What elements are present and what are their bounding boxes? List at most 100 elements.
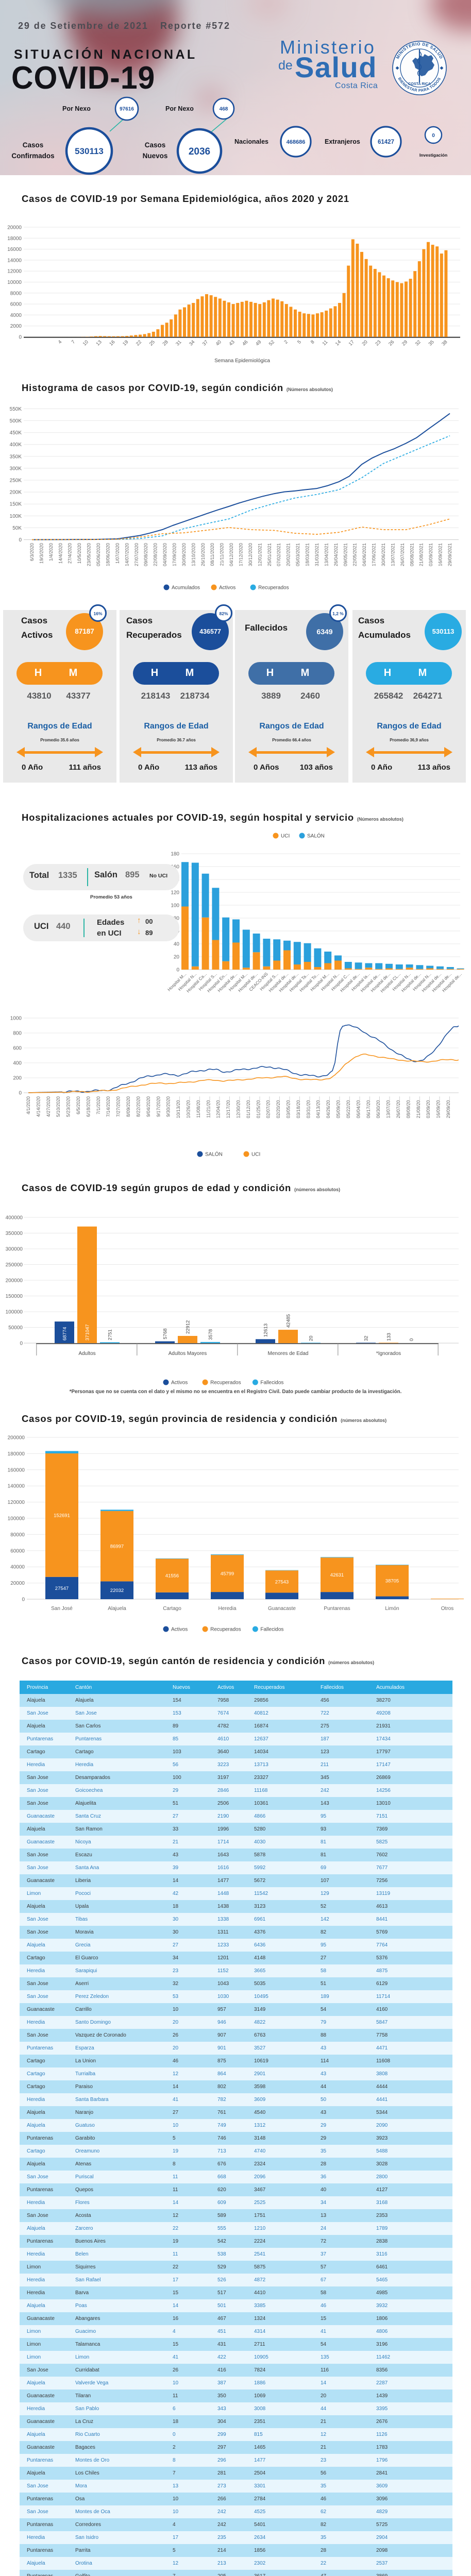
svg-text:22/08/2020: 22/08/2020 [153,543,158,566]
svg-text:05/03/2021: 05/03/2021 [295,543,300,566]
svg-text:13: 13 [95,339,103,347]
svg-text:20000: 20000 [10,1581,25,1586]
svg-text:San José: San José [51,1606,73,1612]
svg-text:0: 0 [20,1341,23,1347]
svg-text:2036: 2036 [189,146,210,157]
svg-text:10/26/20...: 10/26/20... [186,1096,191,1118]
svg-text:8: 8 [310,339,316,345]
svg-text:22: 22 [135,339,143,347]
svg-text:550K: 550K [10,406,22,412]
svg-text:468686: 468686 [287,139,306,145]
svg-text:17: 17 [348,339,356,347]
svg-text:8/22/2020: 8/22/2020 [136,1096,141,1117]
svg-text:600: 600 [13,1046,22,1052]
svg-text:22/05/2021: 22/05/2021 [352,543,358,566]
svg-text:27547: 27547 [55,1586,69,1591]
svg-text:200000: 200000 [8,1435,25,1441]
svg-text:2751: 2751 [108,1329,113,1340]
svg-text:150K: 150K [10,502,22,507]
svg-text:80000: 80000 [10,1532,25,1538]
svg-text:1/07/2020: 1/07/2020 [115,543,120,564]
svg-text:18/03/2021: 18/03/2021 [305,543,310,566]
svg-text:46: 46 [241,339,249,347]
svg-text:0: 0 [176,968,179,973]
svg-text:Fallecidos: Fallecidos [260,1380,283,1386]
svg-text:04/09/2020: 04/09/2020 [162,543,167,566]
svg-text:09/08/2020: 09/08/2020 [143,543,148,566]
svg-text:21/11/2020: 21/11/2020 [220,543,225,566]
svg-text:UCI: UCI [251,1152,260,1158]
svg-text:468: 468 [220,107,228,112]
svg-text:6000: 6000 [10,302,22,308]
svg-text:5768: 5768 [163,1328,169,1339]
svg-text:*Personas que no se cuenta con: *Personas que no se cuenta con el dato y… [70,1389,402,1395]
svg-text:30/09/2020: 30/09/2020 [181,543,187,566]
svg-text:0: 0 [22,1597,25,1603]
svg-text:8000: 8000 [10,291,22,296]
svg-text:40: 40 [174,942,180,947]
svg-text:04/13/20...: 04/13/20... [316,1096,321,1118]
svg-text:4/14/2020: 4/14/2020 [36,1096,41,1117]
svg-text:19/3/2020: 19/3/2020 [39,543,44,564]
svg-text:7/27/2020: 7/27/2020 [116,1096,121,1117]
svg-text:12/30/20...: 12/30/20... [236,1096,241,1118]
svg-text:19: 19 [122,339,129,347]
svg-text:26/04/2021: 26/04/2021 [333,543,339,566]
svg-text:160000: 160000 [8,1467,25,1473]
svg-text:0: 0 [19,335,22,341]
svg-text:Recuperados: Recuperados [210,1380,241,1386]
svg-text:8/09/2020: 8/09/2020 [126,1096,131,1117]
svg-text:26/07/20...: 26/07/20... [396,1096,401,1118]
svg-text:12000: 12000 [7,269,22,275]
svg-text:100000: 100000 [6,1310,23,1315]
svg-text:Heredia: Heredia [218,1606,236,1612]
svg-text:5: 5 [296,339,302,345]
svg-text:10000: 10000 [7,280,22,285]
svg-text:27543: 27543 [275,1579,289,1585]
svg-text:68774: 68774 [62,1327,68,1341]
svg-text:05/22/20...: 05/22/20... [346,1096,351,1118]
svg-text:9/04/2020: 9/04/2020 [146,1096,151,1117]
svg-text:40000: 40000 [10,1565,25,1570]
svg-text:08/11/2020: 08/11/2020 [210,543,215,566]
svg-text:04/06/2021: 04/06/2021 [362,543,367,566]
svg-text:Puntarenas: Puntarenas [324,1606,350,1612]
svg-text:30/06/2021: 30/06/2021 [381,543,386,566]
svg-text:350K: 350K [10,454,22,460]
svg-text:23: 23 [374,339,382,347]
svg-text:60000: 60000 [10,1548,25,1554]
svg-text:08/08/2021: 08/08/2021 [409,543,414,566]
svg-text:18000: 18000 [7,236,22,242]
svg-text:140000: 140000 [8,1484,25,1489]
svg-text:133: 133 [386,1333,392,1341]
svg-text:800: 800 [13,1031,22,1037]
svg-text:32: 32 [414,339,422,347]
svg-text:17/12/2020: 17/12/2020 [239,543,244,566]
svg-text:16/09/20...: 16/09/20... [436,1096,441,1118]
svg-text:41556: 41556 [165,1573,179,1579]
svg-text:Guanacaste: Guanacaste [268,1606,296,1612]
svg-text:27/07/2020: 27/07/2020 [134,543,139,566]
svg-text:05/09/20...: 05/09/20... [336,1096,341,1118]
svg-text:UCI: UCI [281,834,290,839]
svg-text:29/09/20...: 29/09/20... [446,1096,451,1118]
svg-text:Menores de Edad: Menores de Edad [268,1351,309,1357]
svg-text:7/14/2020: 7/14/2020 [106,1096,111,1117]
svg-text:12/04/20...: 12/04/20... [216,1096,221,1118]
svg-text:1/4/2020: 1/4/2020 [48,543,54,561]
svg-text:49: 49 [255,339,262,347]
svg-text:30/12/2020: 30/12/2020 [248,543,253,566]
svg-text:29/09/2021: 29/09/2021 [447,543,452,566]
svg-text:3578: 3578 [208,1329,214,1340]
svg-text:16: 16 [108,339,116,347]
svg-text:Alajuela: Alajuela [108,1606,126,1612]
svg-text:03/09/20...: 03/09/20... [426,1096,431,1118]
svg-text:20/02/2021: 20/02/2021 [286,543,291,566]
svg-text:13/10/2020: 13/10/2020 [191,543,196,566]
svg-text:21/08/20...: 21/08/20... [416,1096,421,1118]
svg-text:400K: 400K [10,442,22,448]
svg-text:SALÓN: SALÓN [307,833,325,839]
svg-text:0: 0 [409,1338,415,1341]
svg-text:2: 2 [283,339,289,345]
svg-text:10: 10 [82,339,90,347]
